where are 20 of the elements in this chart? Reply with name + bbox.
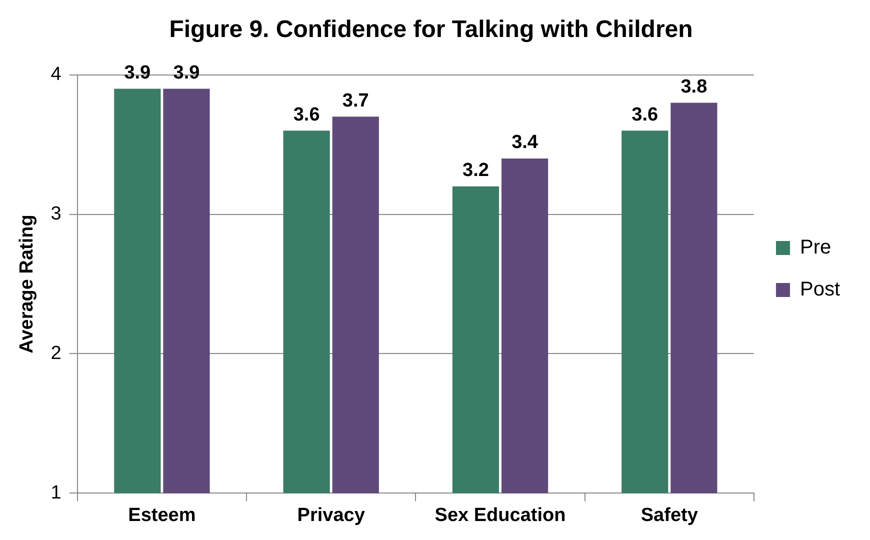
legend-label: Post <box>800 278 840 301</box>
data-label: 3.4 <box>512 132 538 154</box>
y-tick-label: 1 <box>50 482 62 504</box>
x-tick-label: Privacy <box>297 504 366 526</box>
data-label: 3.2 <box>462 160 489 182</box>
x-tick-label: Sex Education <box>434 504 566 526</box>
x-tick-label: Safety <box>640 504 698 526</box>
chart-title: Figure 9. Confidence for Talking with Children <box>169 16 693 44</box>
data-label: 3.8 <box>680 76 708 98</box>
data-label: 3.6 <box>293 104 320 126</box>
data-label: 3.9 <box>124 62 151 84</box>
legend-label: Pre <box>800 236 832 259</box>
data-label: 3.9 <box>173 62 200 84</box>
y-axis-title: Average Rating <box>16 214 38 354</box>
y-tick-label: 4 <box>50 64 62 86</box>
y-tick-label: 2 <box>50 342 62 364</box>
data-label: 3.6 <box>632 104 658 126</box>
data-label: 3.7 <box>342 90 369 112</box>
x-tick-label: Esteem <box>128 504 196 526</box>
y-tick-label: 3 <box>50 204 62 224</box>
